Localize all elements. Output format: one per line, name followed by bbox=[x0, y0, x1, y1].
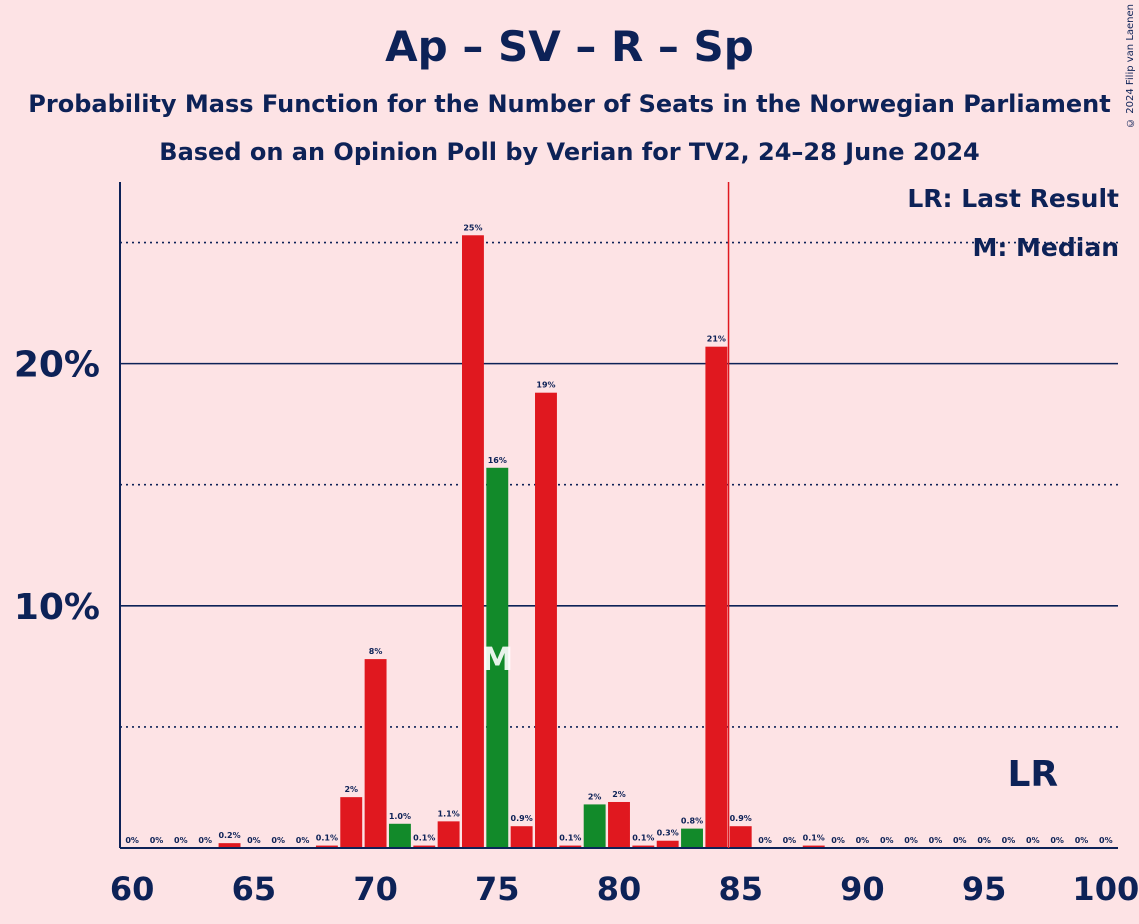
legend-median: M: Median bbox=[972, 233, 1119, 262]
bar-label-81: 0.1% bbox=[632, 834, 654, 843]
median-marker: M bbox=[481, 640, 513, 678]
x-tick-label: 70 bbox=[353, 870, 398, 908]
bar-label-83: 0.8% bbox=[681, 817, 703, 826]
bar-label-99: 0% bbox=[1075, 836, 1089, 845]
bar-label-69: 2% bbox=[344, 785, 358, 794]
gridlines: 10% 20% bbox=[14, 241, 1118, 728]
bar-seat-88 bbox=[802, 845, 825, 848]
bar-label-86: 0% bbox=[758, 836, 772, 845]
bar-label-66: 0% bbox=[271, 836, 285, 845]
bar-label-68: 0.1% bbox=[316, 834, 338, 843]
bar-seat-73 bbox=[437, 821, 460, 848]
bar-seat-84 bbox=[705, 346, 728, 848]
chart-subtitle: Probability Mass Function for the Number… bbox=[28, 90, 1111, 118]
x-tick-label: 60 bbox=[110, 870, 155, 908]
x-tick-label: 85 bbox=[718, 870, 763, 908]
x-tick-label: 75 bbox=[475, 870, 520, 908]
bar-label-78: 0.1% bbox=[559, 834, 581, 843]
bar-label-63: 0% bbox=[198, 836, 212, 845]
axes: 60 65 70 75 80 85 90 95 100 bbox=[110, 182, 1139, 908]
bar-label-80: 2% bbox=[612, 790, 626, 799]
bar-label-90: 0% bbox=[856, 836, 870, 845]
bar-label-92: 0% bbox=[904, 836, 918, 845]
bar-label-77: 19% bbox=[536, 381, 555, 390]
bar-seat-69 bbox=[340, 797, 363, 848]
bar-seat-79 bbox=[583, 804, 606, 848]
bar-seat-76 bbox=[510, 826, 533, 848]
bar-seat-83 bbox=[681, 828, 703, 848]
chart-title: Ap – SV – R – Sp bbox=[385, 22, 754, 71]
bar-label-74: 25% bbox=[463, 223, 482, 232]
bar-label-61: 0% bbox=[150, 836, 164, 845]
bar-label-64: 0.2% bbox=[218, 831, 240, 840]
bar-label-72: 0.1% bbox=[413, 834, 435, 843]
chart-source: Based on an Opinion Poll by Verian for T… bbox=[159, 138, 980, 166]
bar-label-82: 0.3% bbox=[657, 829, 679, 838]
x-tick-label: 80 bbox=[597, 870, 642, 908]
x-tick-label: 65 bbox=[232, 870, 277, 908]
bar-seat-68 bbox=[315, 845, 338, 848]
bar-seat-70 bbox=[364, 659, 387, 848]
markers: M LR bbox=[481, 182, 1058, 848]
bar-label-91: 0% bbox=[880, 836, 894, 845]
bar-seat-64 bbox=[218, 843, 241, 848]
bar-seat-77 bbox=[535, 392, 557, 848]
bar-seat-75 bbox=[486, 467, 509, 848]
bar-seat-78 bbox=[559, 845, 582, 848]
bar-seat-80 bbox=[608, 801, 630, 848]
x-tick-label: 90 bbox=[840, 870, 885, 908]
bar-label-60: 0% bbox=[125, 836, 139, 845]
bar-label-97: 0% bbox=[1026, 836, 1040, 845]
x-tick-label: 100 bbox=[1072, 870, 1139, 908]
bar-label-84: 21% bbox=[707, 335, 726, 344]
bar-label-67: 0% bbox=[296, 836, 310, 845]
bar-label-62: 0% bbox=[174, 836, 188, 845]
bar-seat-82 bbox=[656, 840, 679, 848]
y-tick-label: 10% bbox=[14, 587, 100, 628]
bar-label-65: 0% bbox=[247, 836, 261, 845]
bar-label-88: 0.1% bbox=[803, 834, 825, 843]
legend-last-result: LR: Last Result bbox=[907, 184, 1119, 213]
bar-label-96: 0% bbox=[1002, 836, 1016, 845]
bar-label-98: 0% bbox=[1050, 836, 1064, 845]
bars bbox=[218, 235, 825, 848]
bar-label-70: 8% bbox=[369, 647, 383, 656]
bar-label-73: 1.1% bbox=[438, 809, 460, 818]
bar-label-93: 0% bbox=[929, 836, 943, 845]
bar-seat-85 bbox=[729, 826, 752, 848]
bar-seat-81 bbox=[632, 845, 655, 848]
last-result-marker: LR bbox=[1007, 754, 1058, 795]
bar-label-76: 0.9% bbox=[511, 814, 533, 823]
bar-seat-72 bbox=[413, 845, 436, 848]
x-tick-label: 95 bbox=[962, 870, 1007, 908]
bar-label-75: 16% bbox=[488, 456, 507, 465]
bar-label-85: 0.9% bbox=[730, 814, 752, 823]
bar-label-87: 0% bbox=[783, 836, 797, 845]
bar-seat-74 bbox=[461, 235, 484, 848]
bar-label-95: 0% bbox=[977, 836, 991, 845]
y-tick-label: 20% bbox=[14, 345, 100, 386]
bar-value-labels: 0% 0% 0% 0% 0.2% 0% 0% 0% 0.1% 2% 8% 1.0% 0.1% 1.1% 25… bbox=[125, 223, 1112, 845]
bar-label-79: 2% bbox=[588, 792, 602, 801]
bar-label-100: 0% bbox=[1099, 836, 1113, 845]
bar-label-94: 0% bbox=[953, 836, 967, 845]
bar-label-71: 1.0% bbox=[389, 812, 411, 821]
bar-seat-71 bbox=[388, 823, 411, 848]
bar-label-89: 0% bbox=[831, 836, 845, 845]
